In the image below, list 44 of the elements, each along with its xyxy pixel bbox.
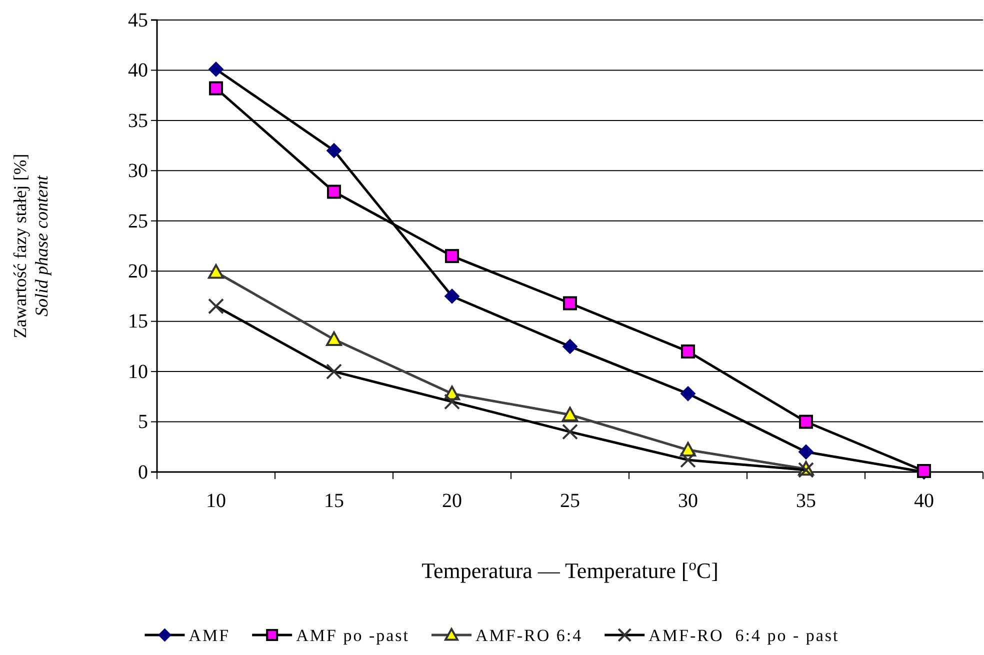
x-tick-label: 25	[560, 490, 580, 512]
y-tick-label: 35	[128, 110, 148, 132]
x-axis-title: Temperatura — Temperature [$^{o}$C]	[422, 556, 718, 583]
x-tick-label: 40	[914, 490, 934, 512]
y-tick-label: 20	[128, 260, 148, 283]
point	[326, 143, 342, 158]
legend-label: AMF po -past	[296, 626, 410, 645]
point	[562, 424, 578, 440]
point	[208, 264, 224, 279]
legend-label: AMF-RO 6:4 po - past	[648, 626, 840, 645]
y-tick-label: 5	[138, 411, 148, 434]
legend-label: AMF	[188, 626, 230, 645]
point	[680, 442, 696, 456]
point	[798, 444, 814, 460]
point	[681, 344, 695, 358]
point	[680, 452, 696, 468]
x-tick-label: 15	[324, 490, 344, 512]
y-tick-label: 15	[128, 310, 148, 333]
point	[208, 298, 224, 314]
y-tick-label: 0	[138, 461, 148, 484]
y-tick-label: 40	[128, 60, 148, 82]
point	[680, 386, 696, 402]
y-axis-title: Zawartość fazy stałej [%] Solid phase content	[10, 154, 52, 338]
point	[799, 414, 813, 429]
point	[327, 184, 341, 199]
point	[326, 364, 342, 380]
y-tick-label: 45	[128, 9, 148, 32]
legend-label: AMF-RO 6:4	[476, 626, 583, 645]
x-tick-label: 30	[678, 490, 698, 512]
point	[326, 331, 342, 346]
point	[562, 406, 578, 422]
y-tick-label: 10	[128, 360, 148, 383]
y-tick-label: 25	[128, 210, 148, 232]
point	[444, 288, 460, 304]
point	[562, 338, 578, 354]
y-tick-label: 30	[128, 160, 148, 182]
point	[563, 296, 577, 310]
point	[445, 249, 459, 264]
point	[444, 394, 460, 410]
x-tick-label: 10	[206, 490, 226, 512]
x-tick-label: 35	[796, 490, 816, 512]
point	[208, 62, 224, 77]
point	[209, 81, 223, 96]
x-tick-label: 20	[442, 490, 462, 512]
